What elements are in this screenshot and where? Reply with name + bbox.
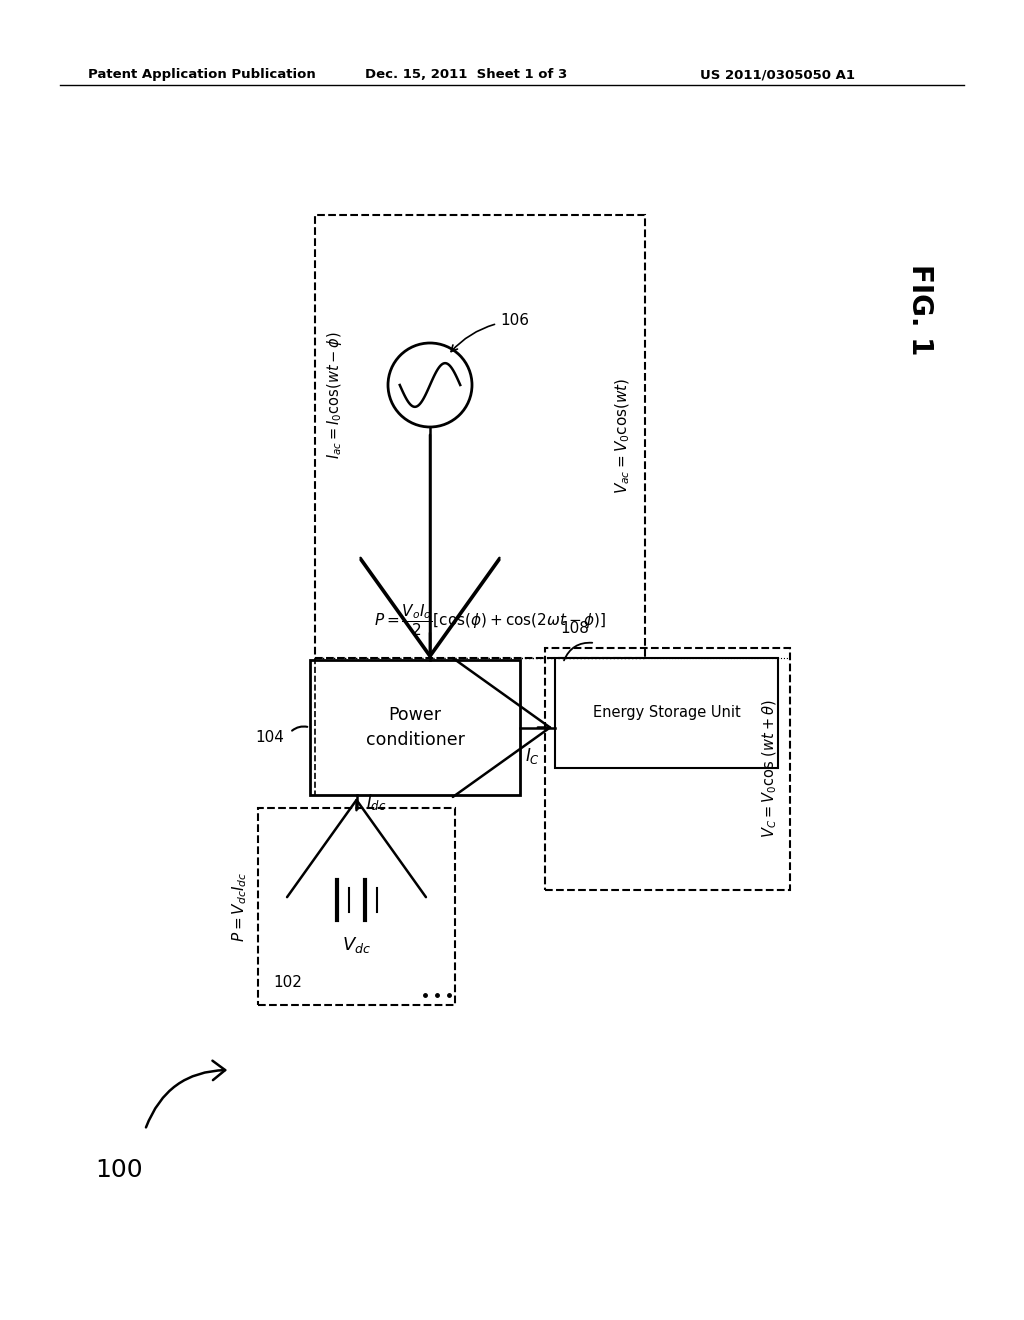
FancyArrowPatch shape (146, 1061, 225, 1127)
FancyArrowPatch shape (292, 726, 307, 731)
Text: 100: 100 (95, 1158, 142, 1181)
Text: 102: 102 (273, 975, 302, 990)
Bar (310, 660, 520, 795)
Text: US 2011/0305050 A1: US 2011/0305050 A1 (700, 69, 855, 81)
Bar (555, 657, 778, 768)
Text: $V_{dc}$: $V_{dc}$ (342, 935, 371, 954)
Text: $I_{ac} = I_0\cos(wt-\phi)$: $I_{ac} = I_0\cos(wt-\phi)$ (326, 331, 344, 459)
Text: 106: 106 (452, 313, 529, 351)
Text: $P = V_{dc}I_{dc}$: $P = V_{dc}I_{dc}$ (230, 871, 250, 941)
Text: 104: 104 (255, 730, 284, 744)
Text: $P = \dfrac{V_oI_o}{2}[\cos(\phi)+\cos(2\omega t-\phi)]$: $P = \dfrac{V_oI_o}{2}[\cos(\phi)+\cos(2… (374, 602, 606, 638)
Text: FIG. 1: FIG. 1 (906, 264, 934, 355)
Text: $V_{ac} = V_0\cos(wt)$: $V_{ac} = V_0\cos(wt)$ (613, 378, 632, 494)
Text: Dec. 15, 2011  Sheet 1 of 3: Dec. 15, 2011 Sheet 1 of 3 (365, 69, 567, 81)
FancyArrowPatch shape (564, 643, 592, 660)
Text: $I_{dc}$: $I_{dc}$ (367, 792, 387, 812)
Text: Power
conditioner: Power conditioner (366, 706, 465, 748)
Bar (545, 648, 790, 890)
Text: $I_C$: $I_C$ (525, 746, 540, 766)
Bar (315, 215, 645, 657)
Text: 108: 108 (560, 620, 589, 636)
Text: $V_C = V_0\cos\,(wt+\theta)$: $V_C = V_0\cos\,(wt+\theta)$ (761, 700, 779, 838)
Bar (258, 808, 455, 1005)
Text: Energy Storage Unit: Energy Storage Unit (593, 705, 740, 721)
Text: Patent Application Publication: Patent Application Publication (88, 69, 315, 81)
